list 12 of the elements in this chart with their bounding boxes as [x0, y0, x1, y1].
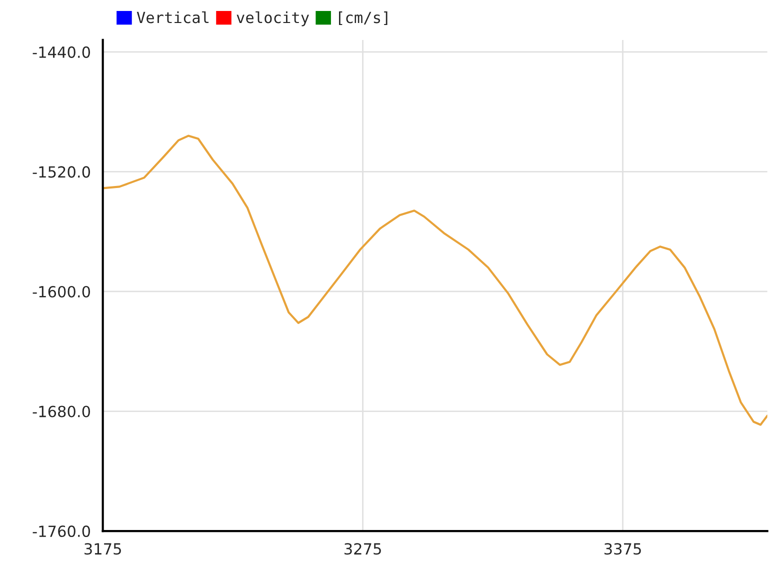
legend-label: velocity	[236, 11, 309, 26]
x-tick-label: 3375	[604, 543, 641, 555]
x-tick-label: 3275	[344, 543, 381, 555]
y-tick-label: -1760.0	[32, 525, 90, 538]
y-tick-label: -1680.0	[32, 406, 90, 418]
legend-label: Vertical	[136, 11, 209, 24]
y-tick-label: -1520.0	[32, 166, 90, 178]
y-tick-label: -1600.0	[32, 286, 90, 298]
line-series	[102, 134, 768, 426]
legend-label: [cm/s]	[339, 11, 388, 26]
x-tick-label: 3175	[84, 543, 121, 555]
y-tick-label: -1440.0	[32, 46, 90, 58]
